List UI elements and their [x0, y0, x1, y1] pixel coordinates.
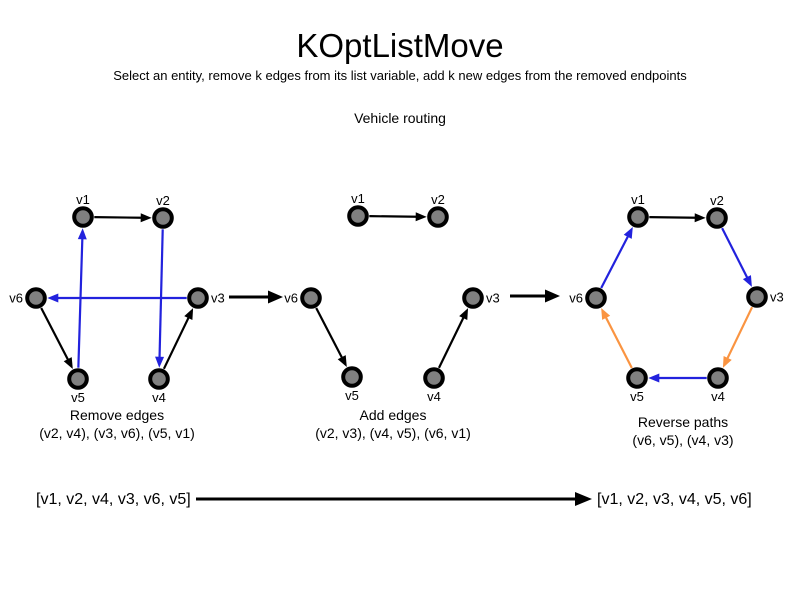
add-edges-edge-v6-v5-arrowhead — [337, 355, 347, 367]
caption-add-edges-title: Add edges — [359, 407, 427, 423]
remove-edges-node-label-v3: v3 — [211, 291, 225, 306]
remove-edges-edge-v1-v2-line — [94, 216, 143, 219]
caption-add-edges: Add edges (v2, v3), (v4, v5), (v6, v1) — [315, 406, 471, 442]
reverse-paths-edge-v5-v6-line — [604, 315, 633, 369]
add-edges-node-label-v4: v4 — [427, 389, 441, 404]
reverse-paths-node-label-v6: v6 — [569, 291, 583, 306]
remove-edges-node-label-v6: v6 — [9, 291, 23, 306]
add-edges-node-v2 — [427, 206, 449, 228]
reverse-paths-edge-v1-v2-line — [649, 216, 697, 219]
add-edges-node-v6 — [300, 287, 322, 309]
add-edges-node-v5 — [341, 366, 363, 388]
reverse-paths-node-v2 — [706, 207, 728, 229]
reverse-paths-node-v1 — [627, 206, 649, 228]
reverse-paths-edge-v2-v3-line — [721, 227, 749, 280]
add-edges-node-v4 — [423, 367, 445, 389]
caption-remove-edges-title: Remove edges — [69, 407, 165, 423]
reverse-paths-edge-v3-v4-arrowhead — [722, 355, 732, 368]
remove-edges-edge-v2-v4-arrowhead — [155, 356, 165, 368]
transition-arrow-arrowhead — [575, 492, 592, 506]
reverse-paths-node-v4 — [707, 367, 729, 389]
caption-remove-edges-detail: (v2, v4), (v3, v6), (v5, v1) — [39, 425, 195, 441]
reverse-paths-node-v6 — [585, 287, 607, 309]
remove-edges-node-v6 — [25, 287, 47, 309]
reverse-paths-node-label-v2: v2 — [710, 193, 724, 208]
reverse-paths-edge-v4-v5-arrowhead — [648, 373, 660, 383]
caption-remove-edges: Remove edges (v2, v4), (v3, v6), (v5, v1… — [39, 406, 195, 442]
remove-edges-node-v2 — [152, 207, 174, 229]
remove-edges-node-v3 — [187, 287, 209, 309]
reverse-paths-node-label-v5: v5 — [630, 389, 644, 404]
reverse-paths-edge-v5-v6-arrowhead — [601, 308, 611, 320]
remove-edges-node-v5 — [67, 368, 89, 390]
add-edges-node-label-v2: v2 — [431, 192, 445, 207]
remove-edges-edge-v6-v5-line — [40, 307, 70, 362]
add-edges-node-label-v3: v3 — [486, 291, 500, 306]
add-edges-edge-v1-v2-line — [369, 215, 418, 218]
reverse-paths-node-v3 — [746, 286, 768, 308]
add-edges-edge-v6-v5-line — [315, 307, 344, 360]
caption-reverse-paths-detail: (v6, v5), (v4, v3) — [632, 432, 734, 448]
remove-edges-edge-v5-v1-arrowhead — [77, 228, 87, 240]
remove-edges-node-label-v4: v4 — [152, 390, 166, 405]
add-edges-node-label-v5: v5 — [345, 388, 359, 403]
add-edges-node-v1 — [347, 205, 369, 227]
caption-reverse-paths-title: Reverse paths — [637, 414, 729, 430]
reverse-paths-node-label-v4: v4 — [711, 389, 725, 404]
remove-edges-edge-v6-v5-arrowhead — [63, 357, 73, 369]
add-edges-node-label-v6: v6 — [284, 291, 298, 306]
remove-edges-node-label-v5: v5 — [71, 390, 85, 405]
list-before: [v1, v2, v4, v3, v6, v5] — [36, 491, 191, 508]
caption-add-edges-detail: (v2, v3), (v4, v5), (v6, v1) — [315, 425, 471, 441]
reverse-paths-node-label-v3: v3 — [770, 290, 784, 305]
remove-edges-edge-v5-v1-line — [77, 237, 84, 368]
remove-edges-node-label-v2: v2 — [156, 193, 170, 208]
remove-edges-edge-v4-v3-line — [162, 315, 191, 370]
remove-edges-node-v1 — [72, 206, 94, 228]
reverse-paths-node-v5 — [626, 367, 648, 389]
remove-edges-edge-v2-v4-line — [158, 229, 164, 359]
remove-edges-edge-v3-v6-arrowhead — [47, 293, 59, 303]
flow-arrow-add-to-reverse-arrowhead — [545, 289, 560, 303]
add-edges-edge-v1-v2-arrowhead — [415, 212, 427, 222]
reverse-paths-edge-v6-v1-arrowhead — [623, 227, 633, 239]
reverse-paths-edge-v6-v1-line — [600, 234, 630, 289]
reverse-paths-edge-v2-v3-arrowhead — [742, 275, 752, 287]
reverse-paths-node-label-v1: v1 — [631, 192, 645, 207]
reverse-paths-edge-v1-v2-arrowhead — [694, 213, 706, 223]
remove-edges-node-label-v1: v1 — [76, 192, 90, 207]
add-edges-edge-v4-v3-arrowhead — [459, 308, 469, 321]
add-edges-node-v3 — [462, 287, 484, 309]
remove-edges-edge-v1-v2-arrowhead — [140, 213, 152, 223]
list-after: [v1, v2, v3, v4, v5, v6] — [597, 491, 752, 508]
remove-edges-edge-v4-v3-arrowhead — [184, 308, 194, 321]
page-title: KOptListMove — [296, 27, 504, 64]
add-edges-node-label-v1: v1 — [351, 191, 365, 206]
add-edges-edge-v4-v3-line — [437, 315, 466, 369]
subtitle: Select an entity, remove k edges from it… — [113, 68, 687, 83]
remove-edges-node-v4 — [148, 368, 170, 390]
caption-reverse-paths: Reverse paths (v6, v5), (v4, v3) — [632, 413, 733, 449]
reverse-paths-edge-v3-v4-line — [725, 306, 754, 361]
scenario-label: Vehicle routing — [354, 110, 446, 126]
flow-arrow-remove-to-add-arrowhead — [268, 290, 283, 304]
